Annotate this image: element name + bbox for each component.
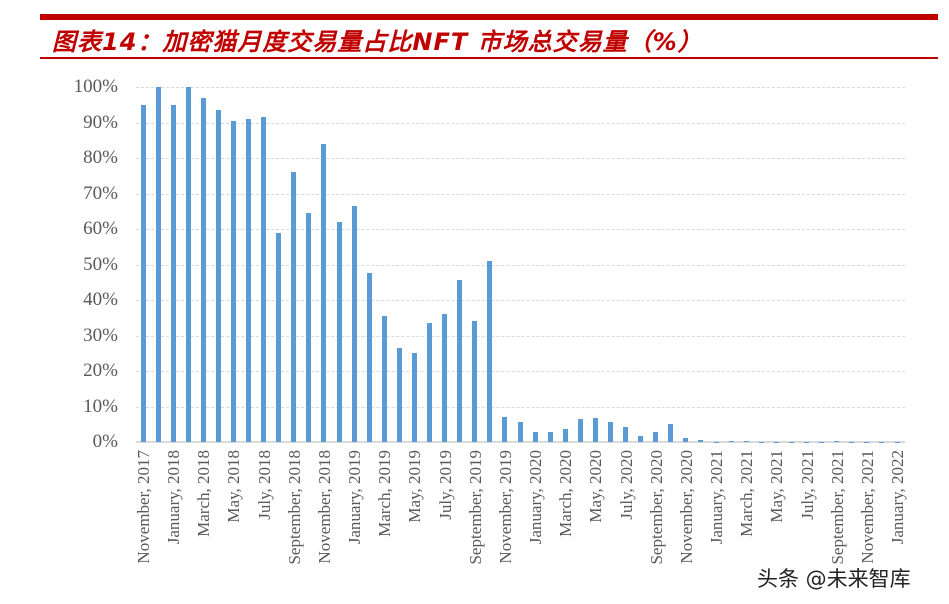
y-tick-label: 60%	[83, 218, 118, 239]
bar	[140, 104, 146, 442]
bar	[547, 432, 553, 442]
x-tick-label: September, 2018	[284, 450, 304, 565]
bar	[185, 87, 191, 442]
bar	[638, 435, 644, 442]
bar	[743, 440, 749, 442]
bar	[306, 213, 312, 442]
bar	[592, 418, 598, 442]
x-tick-label: November, 2017	[134, 450, 153, 564]
bar	[819, 441, 825, 442]
x-tick-label: March, 2018	[194, 450, 214, 537]
bar	[502, 417, 508, 442]
bar	[758, 441, 764, 442]
bar	[562, 429, 568, 442]
x-tick-label: July, 2020	[616, 450, 636, 520]
gridline	[136, 406, 905, 408]
bar	[728, 441, 734, 442]
title-top-rule	[40, 14, 938, 20]
gridline	[136, 264, 905, 266]
x-tick-label: May, 2018	[224, 450, 244, 523]
bar	[381, 315, 387, 442]
x-tick-label: January, 2019	[345, 450, 365, 545]
bar	[623, 426, 629, 442]
gridline	[136, 229, 905, 230]
bar	[698, 440, 704, 442]
bar	[396, 347, 402, 442]
title-bottom-rule	[40, 57, 938, 59]
x-tick-label: January, 2021	[707, 450, 727, 545]
gridline	[136, 158, 905, 159]
bar	[713, 441, 719, 442]
y-tick-label: 10%	[83, 395, 118, 417]
gridline	[136, 87, 905, 88]
bar	[577, 418, 583, 442]
bar	[864, 441, 870, 442]
bar	[849, 441, 855, 442]
gridline	[136, 122, 905, 124]
bar	[351, 205, 357, 442]
bar	[879, 441, 885, 442]
gridline	[136, 300, 905, 301]
x-tick-label: July, 2018	[254, 450, 274, 520]
gridline	[136, 335, 905, 337]
bar	[834, 441, 840, 442]
bar	[607, 421, 613, 442]
y-tick-label: 20%	[83, 360, 118, 381]
y-tick-label: 40%	[83, 289, 118, 310]
bar	[683, 438, 689, 442]
x-axis-line	[136, 441, 905, 443]
y-tick-label: 100%	[73, 76, 118, 97]
bar	[773, 441, 779, 442]
bar	[804, 441, 810, 442]
x-tick-label: March, 2020	[556, 450, 576, 537]
bar	[336, 221, 342, 442]
x-tick-label: November, 2019	[495, 450, 515, 564]
watermark: 头条 @未来智库	[757, 567, 911, 591]
x-tick-label: May, 2019	[405, 450, 425, 523]
bar	[894, 441, 900, 442]
bar	[442, 314, 448, 442]
y-tick-label: 70%	[83, 182, 118, 204]
bar	[200, 97, 206, 442]
x-tick-label: May, 2020	[586, 450, 606, 523]
bar	[487, 260, 493, 442]
x-tick-label: November, 2018	[314, 450, 334, 564]
x-tick-label: July, 2019	[435, 450, 455, 520]
bar	[321, 143, 327, 442]
x-tick-label: January, 2018	[164, 450, 184, 545]
x-tick-label: March, 2021	[737, 450, 757, 537]
x-tick-label: November, 2020	[676, 450, 696, 564]
bar	[230, 120, 236, 442]
bar	[427, 323, 433, 442]
bar	[261, 117, 267, 442]
bar	[457, 280, 463, 442]
y-tick-label: 50%	[83, 253, 118, 275]
bar	[472, 321, 478, 442]
x-tick-label: September, 2020	[646, 450, 666, 565]
y-tick-label: 0%	[92, 431, 118, 452]
figure-title: 图表14：加密猫月度交易量占比NFT 市场总交易量（%）	[52, 28, 703, 56]
bar	[276, 232, 282, 442]
bar	[411, 353, 417, 442]
gridline	[136, 371, 905, 372]
x-tick-label: March, 2019	[375, 450, 395, 537]
x-tick-label: January, 2020	[526, 450, 546, 545]
bar	[532, 432, 538, 442]
y-tick-label: 90%	[83, 111, 118, 133]
bar	[788, 441, 794, 442]
bar	[246, 118, 252, 442]
bar	[517, 422, 523, 442]
x-tick-label: September, 2019	[465, 450, 485, 565]
y-tick-label: 80%	[83, 147, 118, 168]
bar	[170, 104, 176, 442]
bar	[653, 432, 659, 442]
bar	[215, 110, 221, 442]
bar	[366, 273, 372, 442]
bar	[291, 172, 297, 442]
y-tick-label: 30%	[83, 324, 118, 346]
gridline	[136, 193, 905, 195]
bar	[668, 423, 674, 442]
bar	[155, 87, 161, 442]
